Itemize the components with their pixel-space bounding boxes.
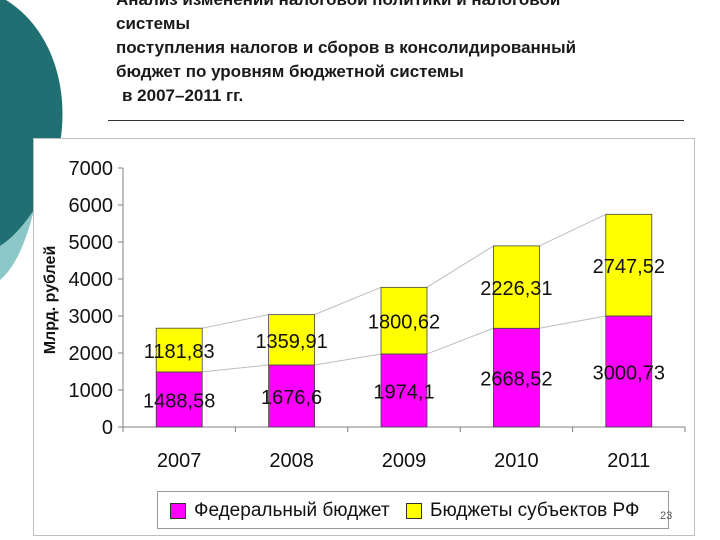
- title-line: в 2007–2011 гг.: [122, 86, 244, 105]
- series-line-regional: [426, 245, 494, 288]
- y-axis-label: Млрд. рублей: [42, 246, 59, 355]
- title-line: системы: [116, 14, 191, 33]
- chart-area: [33, 138, 695, 536]
- data-label-regional: 1359,91: [255, 331, 327, 353]
- bar-regional: [492, 245, 540, 329]
- y-tick-label: 0: [102, 417, 113, 439]
- data-label-federal: 3000,73: [593, 362, 665, 384]
- y-tick-label: 6000: [69, 195, 114, 217]
- legend-item-federal: Федеральный бюджет: [170, 500, 390, 522]
- bar-federal: [380, 353, 428, 428]
- bar-federal: [492, 327, 540, 428]
- series-line-regional: [314, 286, 382, 316]
- slide-title: Анализ изменений налоговой политики и на…: [116, 0, 696, 108]
- y-tick-label: 7000: [69, 158, 114, 180]
- y-tick-label: 4000: [69, 269, 114, 291]
- data-label-federal: 2668,52: [480, 369, 552, 391]
- bar-regional: [380, 286, 428, 355]
- series-line-federal: [426, 327, 494, 355]
- series-line-regional: [539, 213, 607, 247]
- title-line: бюджет по уровням бюджетной системы: [116, 62, 464, 81]
- data-label-regional: 1181,83: [144, 341, 215, 363]
- legend-label: Бюджеты субъектов РФ: [430, 500, 640, 521]
- series-line-federal: [314, 353, 382, 366]
- title-line: поступления налогов и сборов в консолиди…: [116, 38, 577, 57]
- page-number: 23: [660, 510, 673, 522]
- bar-federal: [605, 315, 653, 428]
- x-tick-label: 2010: [494, 450, 539, 472]
- data-label-federal: 1488,58: [143, 390, 215, 412]
- y-tick-label: 5000: [69, 232, 114, 254]
- x-tick-label: 2011: [607, 450, 650, 472]
- bar-regional: [605, 213, 653, 317]
- data-label-regional: 2226,31: [480, 278, 552, 300]
- x-tick-label: 2007: [157, 450, 202, 472]
- y-tick-label: 3000: [69, 306, 114, 328]
- bar-regional: [268, 314, 316, 366]
- series-line-federal: [202, 364, 269, 373]
- legend-item-regional: Бюджеты субъектов РФ: [406, 500, 639, 522]
- x-tick-label: 2008: [269, 450, 314, 472]
- title-divider: [108, 120, 684, 121]
- chart-legend: Федеральный бюджет Бюджеты субъектов РФ: [157, 491, 669, 529]
- data-label-federal: 1974,1: [373, 381, 434, 403]
- series-line-regional: [202, 314, 269, 329]
- legend-label: Федеральный бюджет: [194, 500, 390, 521]
- title-line: Анализ изменений налоговой политики и на…: [116, 0, 696, 12]
- y-tick-label: 2000: [69, 343, 114, 365]
- bar-regional: [155, 327, 203, 373]
- bar-federal: [155, 371, 203, 428]
- data-label-federal: 1676,6: [261, 387, 322, 409]
- legend-swatch-federal: [170, 503, 186, 519]
- series-line-federal: [539, 315, 606, 329]
- x-tick-label: 2009: [382, 450, 427, 472]
- data-label-regional: 2747,52: [593, 256, 665, 278]
- legend-swatch-regional: [406, 503, 422, 519]
- data-label-regional: 1800,62: [368, 312, 440, 334]
- y-tick-label: 1000: [69, 380, 114, 402]
